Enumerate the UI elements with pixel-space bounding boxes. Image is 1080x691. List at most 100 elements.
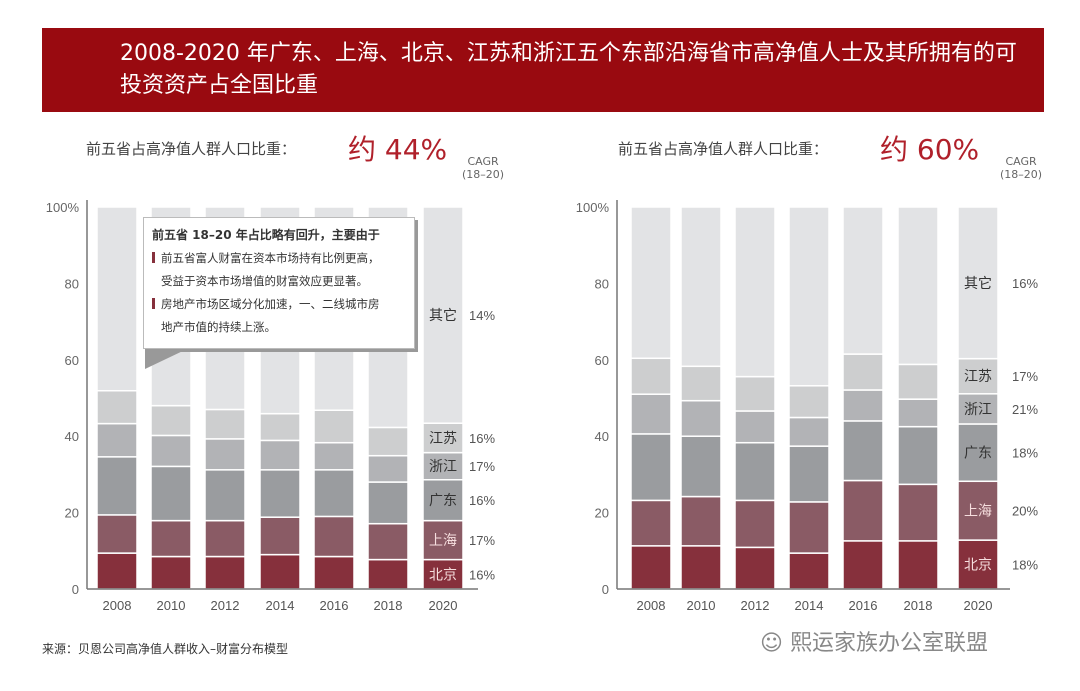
callout-tail [145,349,187,369]
bar-segment-上海 [313,515,355,558]
x-tick-label: 2010 [687,598,716,613]
bar-segment-江苏 [734,375,776,412]
cagr-value: 18% [1012,446,1038,461]
segment-label: 广东 [429,493,457,509]
x-tick-label: 2016 [320,598,349,613]
left-share-value: 约 44% [348,133,448,166]
bar-segment-其它 [680,206,722,368]
wechat-icon: ☺ [760,631,790,656]
x-tick-label: 2010 [157,598,186,613]
bar-segment-上海 [367,522,409,561]
y-tick-label: 20 [65,506,79,521]
y-tick-label: 40 [65,429,79,444]
right-share-value: 约 60% [880,133,980,166]
watermark: ☺ 熙运家族办公室联盟 [760,625,988,657]
bar-segment-北京 [259,553,301,590]
bar-segment-北京 [96,552,138,590]
x-tick-label: 2016 [849,598,878,613]
x-tick-label: 2020 [964,598,993,613]
bullet-text: 前五省富人财富在资本市场持有比例更高， [161,251,380,265]
x-tick-label: 2020 [429,598,458,613]
watermark-text: 熙运家族办公室联盟 [789,631,988,656]
bullet-text: 地产市值的持续上涨。 [161,320,276,334]
bar-segment-上海 [842,479,884,542]
bar-segment-浙江 [734,410,776,444]
cagr-value: 16% [469,493,495,508]
bar-segment-广东 [204,469,246,522]
cagr-value: 18% [1012,558,1038,573]
x-tick-label: 2008 [103,598,132,613]
bar-segment-广东 [630,433,672,502]
bar-segment-其它 [422,206,464,424]
bar-segment-广东 [680,435,722,498]
segment-label: 北京 [964,558,992,574]
left-subhead: 前五省占高净值人群人口比重： [86,140,297,158]
bar-segment-浙江 [788,416,830,447]
cagr-label: CAGR [467,155,499,168]
bar-segment-广东 [842,420,884,482]
y-tick-label: 40 [595,429,609,444]
bar-segment-江苏 [313,409,355,444]
segment-label: 上海 [964,504,992,520]
segment-label: 浙江 [429,459,457,475]
bar-segment-浙江 [367,454,409,483]
cagr-value: 17% [469,533,495,548]
bar-segment-江苏 [630,357,672,395]
bar-segment-江苏 [788,385,830,419]
bar-segment-上海 [957,480,999,541]
segment-label: 江苏 [964,369,992,385]
segment-label: 上海 [429,533,457,549]
bullet-text: 房地产市场区域分化加速，一、二线城市房 [161,297,380,311]
bullet-marker-icon [152,252,155,263]
cagr-value: 16% [469,431,495,446]
right-subhead: 前五省占高净值人群人口比重： [618,140,829,158]
y-tick-label: 80 [65,276,79,291]
bar-segment-广东 [957,423,999,483]
segment-label: 浙江 [964,402,992,418]
bar-segment-浙江 [897,398,939,428]
y-tick-label: 20 [595,506,609,521]
right-cagr-header: CAGR (18–20) [1000,155,1042,181]
bar-segment-其它 [630,206,672,360]
y-tick-label: 0 [72,582,79,597]
left-cagr-header: CAGR (18–20) [462,155,504,181]
bullet-marker-icon [152,298,155,309]
bar-segment-北京 [842,540,884,590]
bar-segment-其它 [96,206,138,392]
chart-title: 2008-2020 年广东、上海、北京、江苏和浙江五个东部沿海省市高净值人士及其… [120,41,1017,98]
source-note: 来源：贝恩公司高净值人群收入–财富分布模型 [42,642,289,656]
y-tick-label: 80 [595,276,609,291]
cagr-value: 21% [1012,402,1038,417]
bar-segment-上海 [897,483,939,542]
bar-segment-广东 [734,441,776,502]
bar-segment-上海 [788,501,830,554]
bar-segment-上海 [204,519,246,558]
cagr-value: 16% [1012,276,1038,291]
x-tick-label: 2014 [266,598,295,613]
x-tick-label: 2012 [741,598,770,613]
bar-segment-上海 [422,519,464,561]
cagr-value: 16% [469,567,495,582]
y-tick-label: 100% [576,200,610,215]
bar-segment-其它 [957,206,999,360]
bar-segment-其它 [897,206,939,366]
bar-segment-浙江 [630,393,672,435]
x-tick-label: 2018 [374,598,403,613]
y-tick-label: 60 [595,353,609,368]
bar-segment-其它 [734,206,776,378]
cagr-label: CAGR [1005,155,1037,168]
y-tick-label: 0 [602,582,609,597]
bar-segment-浙江 [204,438,246,471]
cagr-value: 17% [1012,369,1038,384]
bar-segment-江苏 [259,412,301,442]
callout-bullet: 房地产市场区域分化加速，一、二线城市房 [152,293,406,316]
bar-segment-浙江 [422,451,464,481]
segment-label: 江苏 [429,431,457,447]
segment-label: 其它 [429,307,457,324]
y-tick-label: 60 [65,353,79,368]
bar-segment-北京 [204,555,246,590]
callout-title: 前五省 18–20 年占比略有回升，主要由于 [152,228,380,242]
bar-segment-广东 [422,478,464,522]
bar-segment-北京 [897,540,939,590]
